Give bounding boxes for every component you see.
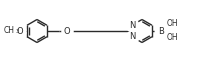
Text: O: O (17, 26, 23, 36)
Text: B: B (158, 26, 164, 36)
Text: 3: 3 (16, 29, 19, 34)
Text: OH: OH (167, 20, 178, 28)
Text: O: O (64, 26, 70, 36)
Text: CH: CH (3, 26, 14, 35)
Text: OH: OH (167, 33, 178, 43)
Text: N: N (129, 32, 135, 41)
Text: N: N (129, 21, 135, 30)
